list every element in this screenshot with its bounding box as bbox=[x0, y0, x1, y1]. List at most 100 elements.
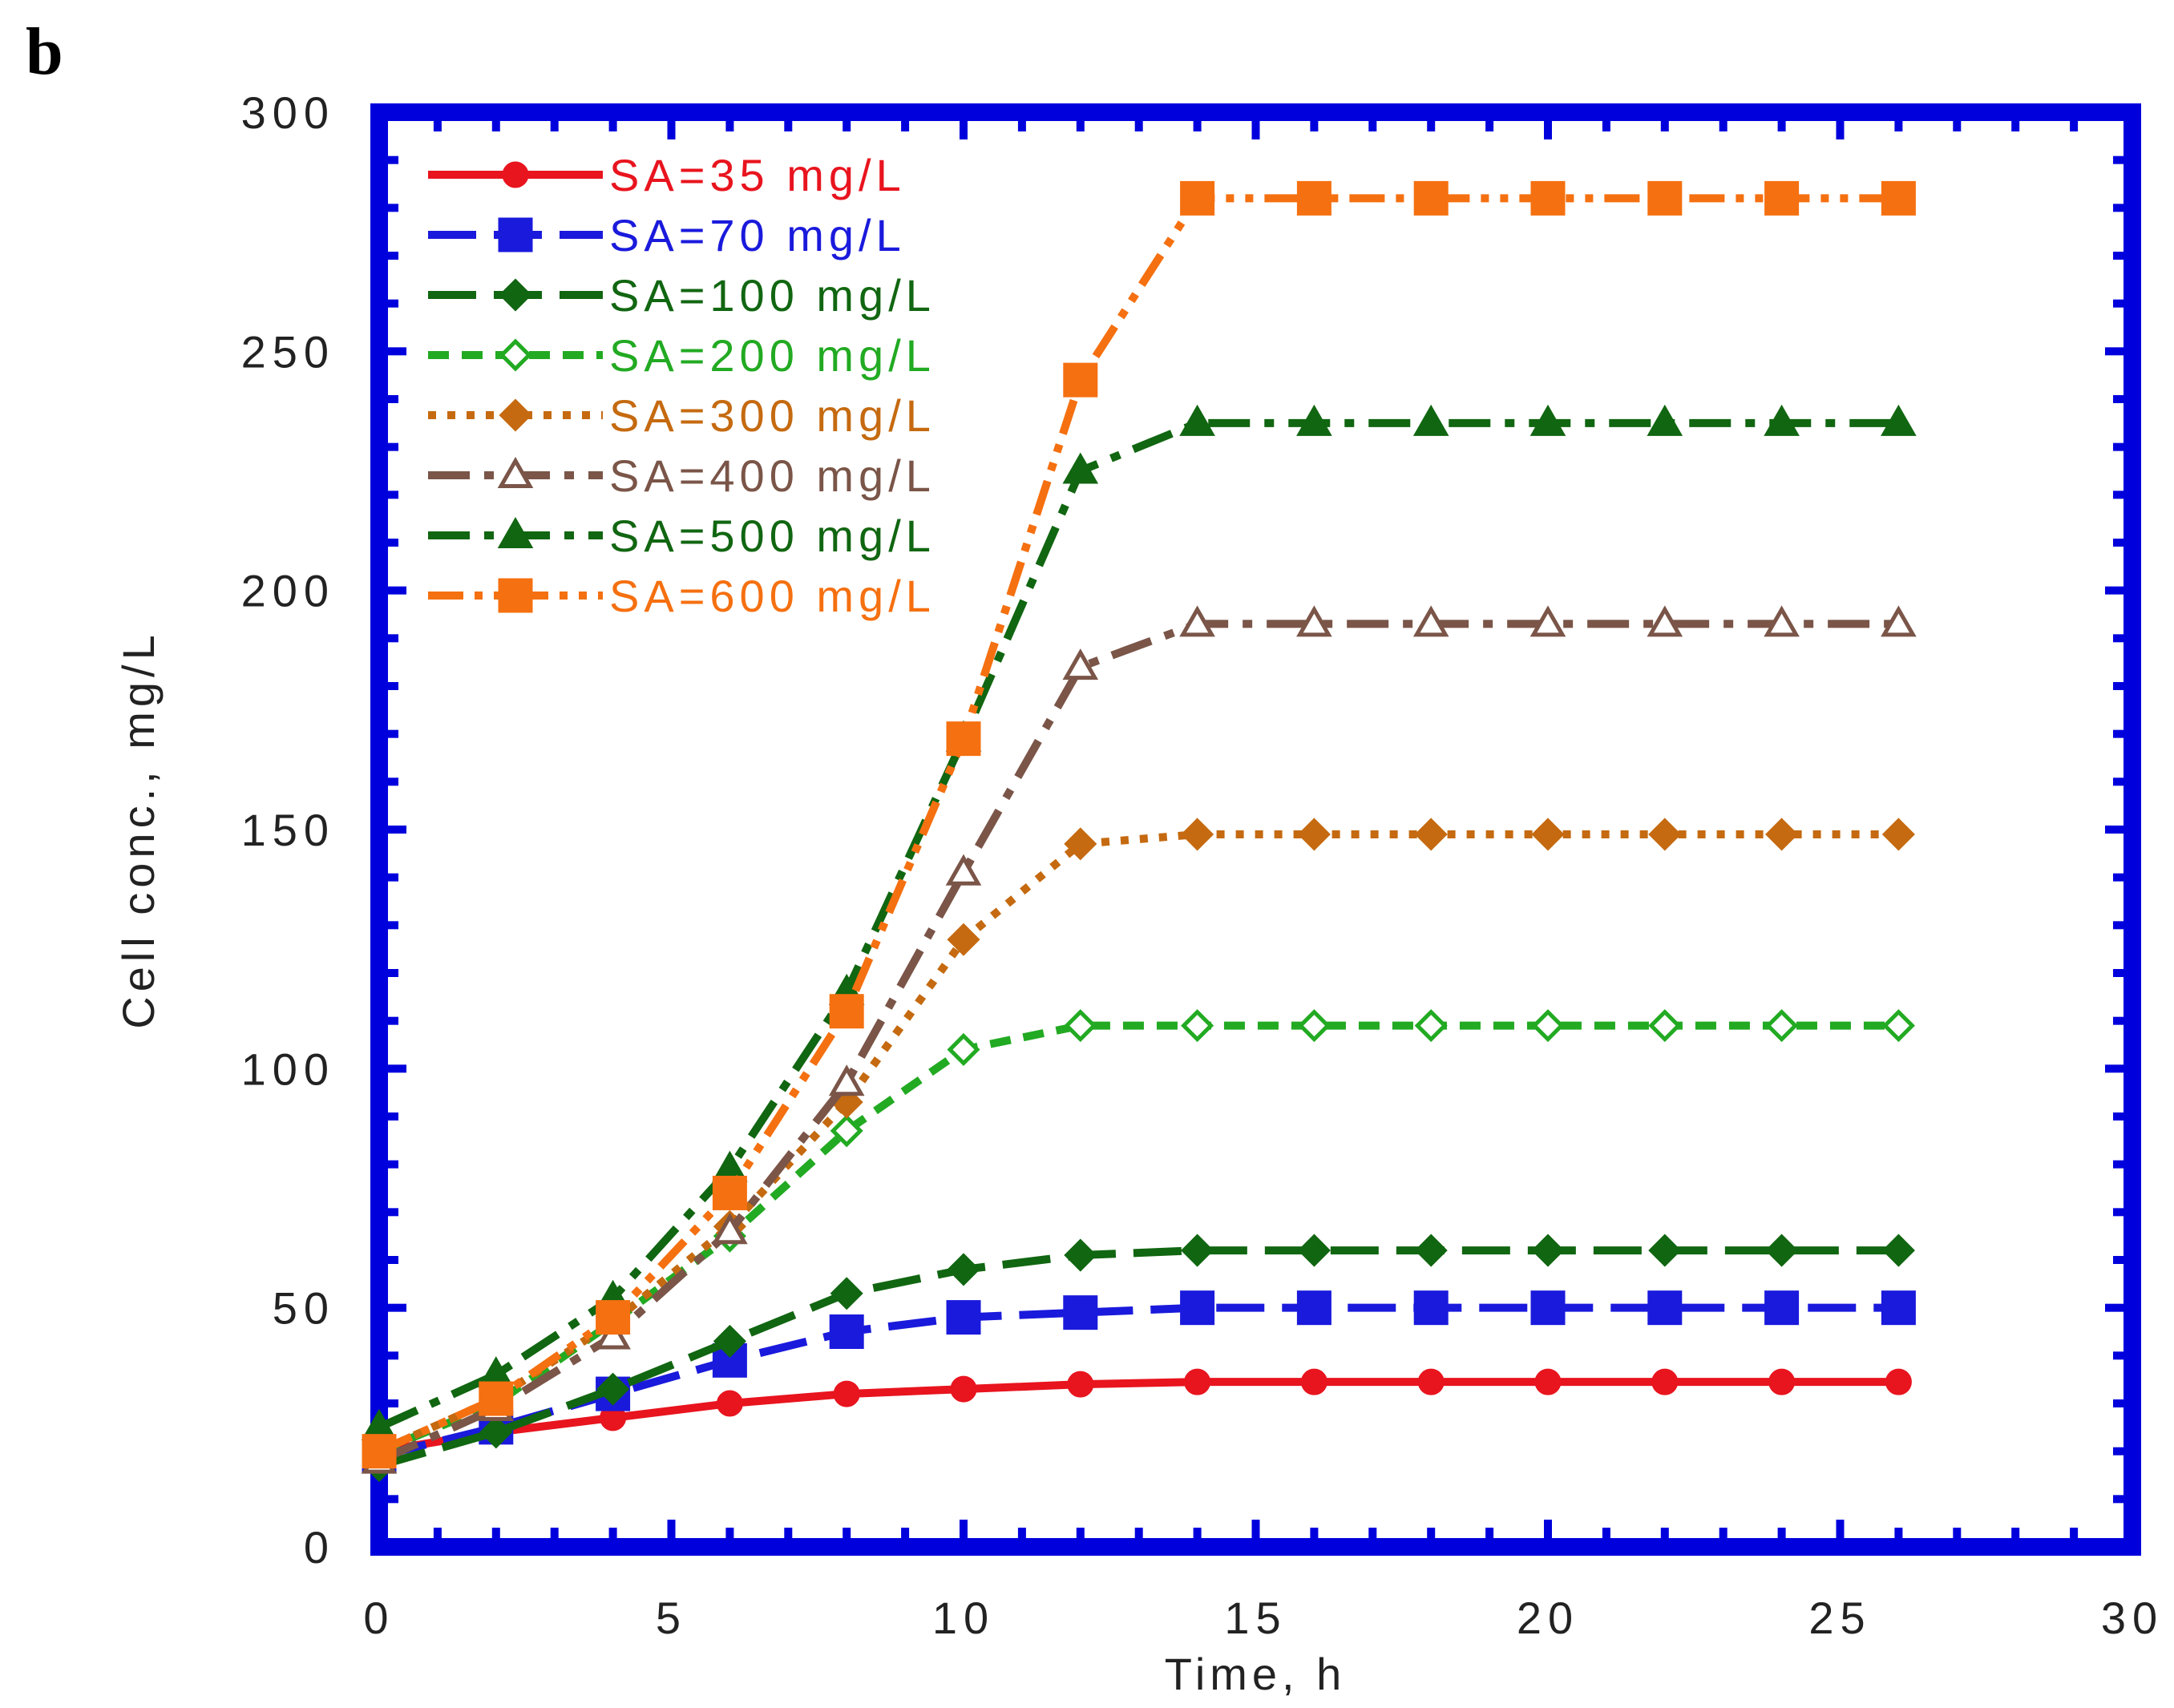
series-sa-300-mg-l: SA=300 mg/L: (0, 20)SA=300 mg/L: (2, 31)… bbox=[362, 818, 1915, 1468]
x-tick-mark-bottom bbox=[433, 1528, 442, 1547]
x-tick-mark-top bbox=[1894, 112, 1903, 131]
data-point-sa-70-mg-l: SA=70 mg/L: (8, 45) bbox=[829, 1314, 864, 1349]
data-point-sa-400-mg-l: SA=400 mg/L: (4, 44) bbox=[595, 1318, 631, 1350]
panel-label: b bbox=[26, 14, 63, 89]
legend-swatch-marker bbox=[499, 338, 532, 372]
data-point-sa-200-mg-l: SA=200 mg/L: (20, 109) bbox=[1531, 1009, 1565, 1043]
x-tick-mark-bottom bbox=[2070, 1528, 2079, 1547]
data-point-sa-200-mg-l: SA=200 mg/L: (16, 109) bbox=[1297, 1009, 1331, 1043]
data-point-sa-100-mg-l: SA=100 mg/L: (14, 62) bbox=[1181, 1234, 1214, 1267]
x-tick-label: 15 bbox=[1224, 1593, 1287, 1643]
y-tick-mark-right bbox=[2113, 682, 2132, 690]
x-tick-mark-top bbox=[1485, 112, 1494, 131]
data-point-sa-35-mg-l: SA=35 mg/L: (10, 33) bbox=[950, 1375, 977, 1403]
y-tick-mark-left bbox=[379, 1112, 398, 1120]
y-tick-mark-left bbox=[379, 1064, 406, 1073]
legend-swatch-marker bbox=[498, 578, 533, 613]
y-tick-mark-left bbox=[379, 682, 398, 690]
x-tick-mark-bottom bbox=[843, 1528, 851, 1547]
y-tick-mark-right bbox=[2113, 252, 2132, 260]
data-point-sa-35-mg-l: SA=35 mg/L: (12, 34) bbox=[1067, 1371, 1094, 1398]
x-tick-mark-top bbox=[1427, 112, 1436, 131]
series-line-sa-200-mg-l bbox=[378, 1021, 1899, 1456]
x-tick-mark-bottom bbox=[901, 1528, 910, 1547]
x-tick-mark-bottom bbox=[2128, 1520, 2136, 1547]
y-tick-label: 300 bbox=[241, 87, 335, 138]
data-point-sa-500-mg-l: SA=500 mg/L: (20, 235) bbox=[1529, 404, 1566, 436]
data-point-sa-200-mg-l: SA=200 mg/L: (26, 109) bbox=[1881, 1009, 1915, 1043]
legend-item-sa-100-mg-l: SA=100 mg/L bbox=[428, 270, 931, 321]
y-tick-label: 200 bbox=[241, 566, 335, 616]
legend: SA=35 mg/L SA=70 mg/L SA=100 mg/L SA=200 mg… bbox=[428, 150, 935, 621]
x-tick-label: 20 bbox=[1517, 1593, 1579, 1643]
series-line-sa-70-mg-l bbox=[378, 1303, 1899, 1460]
data-point-sa-200-mg-l: SA=200 mg/L: (14, 109) bbox=[1181, 1009, 1214, 1043]
y-tick-mark-right bbox=[2113, 1351, 2132, 1360]
data-point-sa-35-mg-l: SA=35 mg/L: (20, 34.5) bbox=[1534, 1368, 1562, 1395]
y-tick-mark-left bbox=[379, 729, 398, 738]
series-sa-400-mg-l: SA=400 mg/L: (0, 18)SA=400 mg/L: (2, 29)… bbox=[361, 605, 1917, 1474]
y-tick-mark-left bbox=[379, 1351, 398, 1360]
y-tick-mark-right bbox=[2113, 729, 2132, 738]
x-tick-label: 5 bbox=[656, 1593, 687, 1643]
data-point-sa-600-mg-l: SA=600 mg/L: (0, 20) bbox=[362, 1434, 397, 1469]
y-tick-mark-left bbox=[379, 777, 398, 786]
data-point-sa-70-mg-l: SA=70 mg/L: (24, 50) bbox=[1764, 1290, 1800, 1326]
x-tick-mark-bottom bbox=[1544, 1520, 1552, 1547]
x-tick-mark-bottom bbox=[784, 1528, 793, 1547]
data-point-sa-600-mg-l: SA=600 mg/L: (18, 282) bbox=[1413, 180, 1449, 216]
x-tick-mark-top bbox=[1310, 112, 1319, 131]
series-line-sa-35-mg-l bbox=[378, 1378, 1899, 1456]
data-point-sa-70-mg-l: SA=70 mg/L: (10, 48) bbox=[946, 1300, 981, 1335]
data-point-sa-600-mg-l: SA=600 mg/L: (12, 244) bbox=[1063, 362, 1098, 398]
axis-ticks bbox=[375, 108, 2136, 1551]
y-tick-mark-right bbox=[2113, 1016, 2132, 1025]
data-point-sa-70-mg-l: SA=70 mg/L: (16, 50) bbox=[1296, 1290, 1331, 1326]
data-point-sa-100-mg-l: SA=100 mg/L: (18, 62) bbox=[1414, 1234, 1448, 1267]
x-tick-mark-bottom bbox=[1076, 1528, 1085, 1547]
x-tick-mark-top bbox=[433, 112, 442, 131]
legend-swatch-marker bbox=[497, 516, 534, 548]
y-tick-mark-left bbox=[379, 1399, 398, 1407]
y-tick-mark-right bbox=[2113, 873, 2132, 882]
x-tick-mark-bottom bbox=[667, 1520, 676, 1547]
data-point-sa-200-mg-l: SA=200 mg/L: (10, 104) bbox=[947, 1032, 980, 1067]
y-tick-mark-right bbox=[2105, 1543, 2132, 1551]
x-tick-mark-top bbox=[960, 112, 968, 139]
x-tick-mark-top bbox=[1602, 112, 1610, 131]
y-tick-mark-left bbox=[379, 155, 398, 164]
x-tick-mark-top bbox=[725, 112, 734, 131]
x-tick-mark-top bbox=[1076, 112, 1085, 131]
x-tick-mark-top bbox=[1836, 112, 1845, 139]
legend-label: SA=35 mg/L bbox=[609, 150, 906, 200]
data-point-sa-600-mg-l: SA=600 mg/L: (24, 282) bbox=[1764, 180, 1800, 216]
x-tick-mark-top bbox=[2011, 112, 2020, 131]
x-tick-labels: 0 5 10 15 20 25 30 bbox=[363, 1593, 2157, 1643]
legend-label: SA=200 mg/L bbox=[609, 330, 935, 381]
data-point-sa-300-mg-l: SA=300 mg/L: (10, 127) bbox=[947, 923, 980, 956]
y-tick-mark-left bbox=[379, 347, 406, 356]
x-tick-mark-top bbox=[901, 112, 910, 131]
x-tick-mark-top bbox=[667, 112, 676, 139]
data-point-sa-500-mg-l: SA=500 mg/L: (14, 235) bbox=[1179, 404, 1215, 436]
legend-item-sa-400-mg-l: SA=400 mg/L bbox=[428, 450, 931, 501]
data-point-sa-100-mg-l: SA=100 mg/L: (20, 62) bbox=[1531, 1234, 1565, 1267]
x-tick-mark-bottom bbox=[1660, 1528, 1669, 1547]
y-tick-mark-left bbox=[379, 1495, 398, 1504]
y-tick-mark-right bbox=[2113, 491, 2132, 499]
y-tick-mark-left bbox=[379, 442, 398, 451]
y-tick-mark-left bbox=[379, 539, 398, 547]
y-tick-mark-right bbox=[2113, 1112, 2132, 1120]
legend-swatch-marker bbox=[497, 456, 534, 488]
y-tick-labels: 0 50 100 150 200 250 300 bbox=[241, 87, 335, 1573]
legend-swatch-marker bbox=[499, 278, 532, 312]
y-tick-mark-right bbox=[2113, 921, 2132, 930]
x-tick-mark-top bbox=[1719, 112, 1727, 131]
data-point-sa-35-mg-l: SA=35 mg/L: (16, 34.5) bbox=[1300, 1368, 1327, 1395]
data-point-sa-100-mg-l: SA=100 mg/L: (16, 62) bbox=[1297, 1234, 1331, 1267]
data-point-sa-100-mg-l: SA=100 mg/L: (10, 58) bbox=[947, 1253, 980, 1286]
data-point-sa-400-mg-l: SA=400 mg/L: (10, 141) bbox=[945, 854, 982, 886]
x-tick-mark-bottom bbox=[1251, 1520, 1260, 1547]
y-tick-mark-left bbox=[379, 969, 398, 977]
